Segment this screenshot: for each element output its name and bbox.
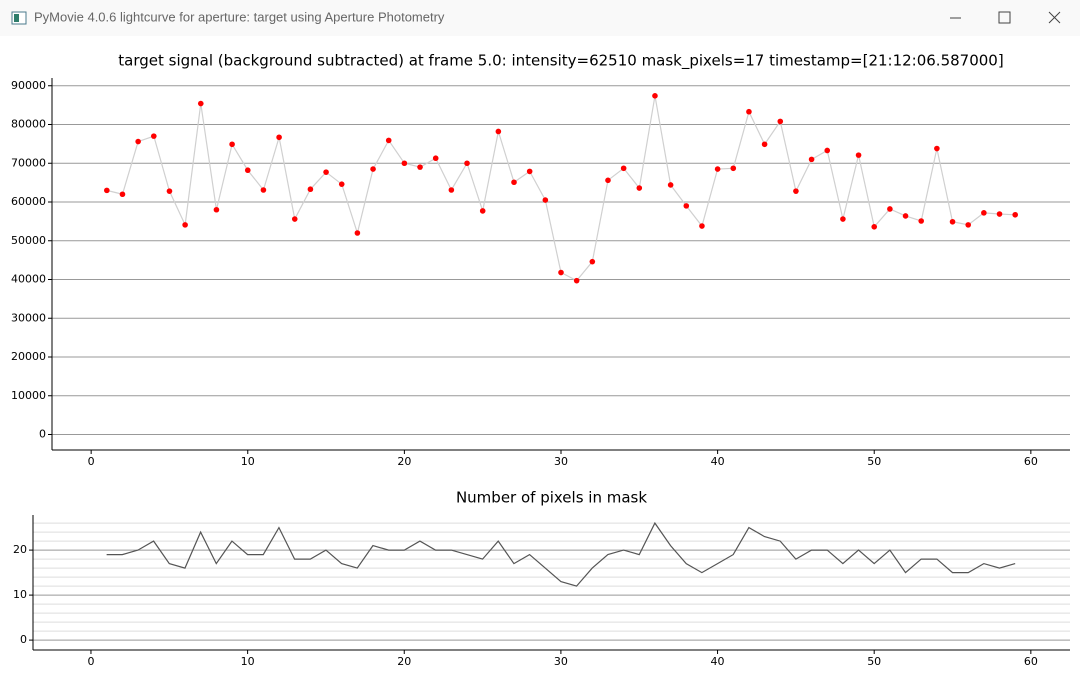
x-tick-label: 60 bbox=[1024, 455, 1038, 468]
data-point bbox=[135, 138, 141, 145]
data-point bbox=[918, 218, 925, 224]
x-tick-label: 50 bbox=[867, 455, 881, 468]
y-tick-label: 20 bbox=[13, 543, 27, 556]
data-point bbox=[683, 203, 690, 209]
data-point bbox=[542, 197, 549, 203]
data-point bbox=[385, 137, 392, 144]
data-point bbox=[793, 188, 799, 194]
data-point bbox=[824, 147, 831, 154]
data-point bbox=[949, 218, 956, 225]
data-point bbox=[479, 208, 486, 214]
y-tick-label: 0 bbox=[20, 633, 27, 646]
y-tick-label: 50000 bbox=[11, 234, 46, 247]
data-point bbox=[526, 168, 533, 175]
data-point bbox=[589, 258, 596, 265]
data-point bbox=[182, 222, 188, 228]
data-point bbox=[981, 210, 987, 216]
data-point bbox=[448, 187, 455, 193]
data-point bbox=[338, 181, 345, 187]
data-point bbox=[166, 188, 173, 194]
app-icon-fill bbox=[14, 14, 19, 22]
data-point bbox=[730, 165, 737, 172]
data-point bbox=[605, 177, 611, 184]
data-point bbox=[119, 191, 126, 198]
data-point bbox=[777, 118, 784, 125]
x-tick-label: 20 bbox=[397, 455, 411, 468]
close-button[interactable] bbox=[1048, 11, 1061, 24]
y-tick-label: 70000 bbox=[11, 156, 46, 169]
data-point bbox=[808, 156, 815, 163]
x-tick-label: 40 bbox=[711, 655, 725, 668]
data-point bbox=[511, 179, 517, 186]
data-point bbox=[887, 206, 893, 212]
x-tick-label: 0 bbox=[88, 455, 95, 468]
data-point bbox=[370, 166, 376, 172]
data-point bbox=[714, 166, 721, 172]
window-title: PyMovie 4.0.6 lightcurve for aperture: t… bbox=[34, 9, 445, 24]
chart-title: Number of pixels in mask bbox=[456, 489, 647, 507]
y-tick-label: 20000 bbox=[11, 350, 46, 363]
data-point bbox=[840, 216, 846, 222]
data-point bbox=[652, 93, 658, 99]
title-bar bbox=[0, 0, 1080, 36]
data-point bbox=[244, 167, 251, 174]
data-point bbox=[417, 164, 423, 170]
y-tick-label: 60000 bbox=[11, 195, 46, 208]
data-point bbox=[746, 108, 752, 115]
y-tick-label: 10 bbox=[13, 588, 27, 601]
data-point bbox=[934, 145, 940, 152]
data-point bbox=[401, 160, 408, 167]
x-tick-label: 30 bbox=[554, 455, 568, 468]
x-tick-label: 60 bbox=[1024, 655, 1038, 668]
data-point bbox=[229, 141, 235, 148]
x-tick-label: 30 bbox=[554, 655, 568, 668]
x-tick-label: 50 bbox=[867, 655, 881, 668]
data-point bbox=[761, 141, 768, 148]
y-tick-label: 30000 bbox=[11, 311, 46, 324]
data-point bbox=[291, 216, 298, 222]
data-point bbox=[996, 211, 1003, 217]
y-tick-label: 40000 bbox=[11, 273, 46, 286]
data-point bbox=[432, 155, 439, 162]
data-point bbox=[213, 206, 220, 213]
x-tick-label: 0 bbox=[87, 655, 94, 668]
data-point bbox=[855, 152, 862, 158]
data-point bbox=[636, 185, 643, 191]
data-point bbox=[871, 224, 878, 230]
data-point bbox=[276, 134, 282, 141]
data-point bbox=[464, 160, 470, 167]
data-point bbox=[197, 100, 204, 107]
chart-title: target signal (background subtracted) at… bbox=[118, 52, 1003, 71]
data-line bbox=[106, 521, 1016, 587]
data-point bbox=[260, 187, 267, 193]
data-point bbox=[495, 128, 502, 135]
data-point bbox=[354, 230, 361, 236]
y-tick-label: 80000 bbox=[11, 118, 46, 131]
data-point bbox=[699, 223, 705, 229]
y-tick-label: 10000 bbox=[11, 389, 46, 402]
x-tick-label: 20 bbox=[397, 655, 411, 668]
data-point bbox=[151, 133, 157, 139]
data-point bbox=[104, 187, 110, 194]
data-point bbox=[620, 165, 627, 172]
x-tick-label: 10 bbox=[241, 455, 255, 468]
maximize-button[interactable] bbox=[998, 11, 1011, 24]
data-point bbox=[573, 277, 580, 284]
data-point bbox=[667, 182, 674, 188]
data-point bbox=[558, 269, 564, 276]
data-point bbox=[902, 213, 909, 219]
data-point bbox=[323, 169, 329, 175]
x-tick-label: 40 bbox=[711, 455, 725, 468]
y-tick-label: 90000 bbox=[11, 79, 46, 92]
data-point bbox=[1012, 211, 1018, 218]
x-tick-label: 10 bbox=[241, 655, 255, 668]
y-tick-label: 0 bbox=[39, 428, 46, 441]
data-point bbox=[965, 222, 971, 228]
data-point bbox=[307, 186, 314, 193]
